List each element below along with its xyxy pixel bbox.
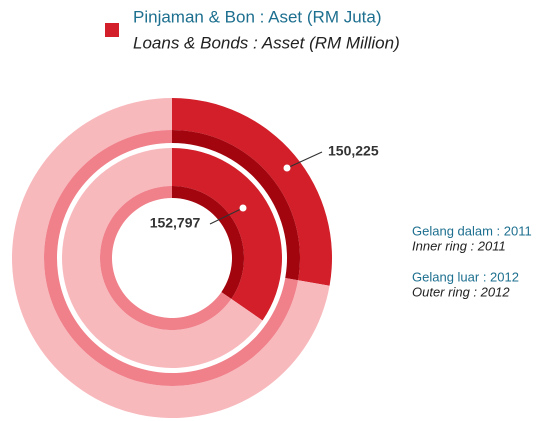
- leader-dot: [283, 164, 291, 172]
- ring-segment-accent: [172, 186, 244, 299]
- ring-segment: [172, 98, 332, 286]
- ring-segment: [172, 148, 282, 321]
- ring-segment: [61, 148, 263, 368]
- ring-name: Gelang dalam : 2011: [412, 223, 532, 238]
- legend-title-en: Loans & Bonds : Asset (RM Million): [133, 33, 400, 52]
- ring-segment-accent: [172, 130, 300, 281]
- ring-name: Gelang luar : 2012: [412, 269, 519, 284]
- ring-name-en: Inner ring : 2011: [412, 238, 506, 253]
- ring-separator: [58, 144, 286, 372]
- value-label: 150,225: [328, 143, 379, 159]
- leader-line: [209, 207, 244, 225]
- value-label: 152,797: [150, 215, 201, 231]
- legend-swatch: [105, 23, 119, 37]
- leader-dot: [239, 204, 247, 212]
- label-bg: [143, 214, 207, 234]
- leader-line: [286, 151, 323, 169]
- ring-name-en: Outer ring : 2012: [412, 284, 510, 299]
- legend-title: Pinjaman & Bon : Aset (RM Juta): [133, 7, 382, 26]
